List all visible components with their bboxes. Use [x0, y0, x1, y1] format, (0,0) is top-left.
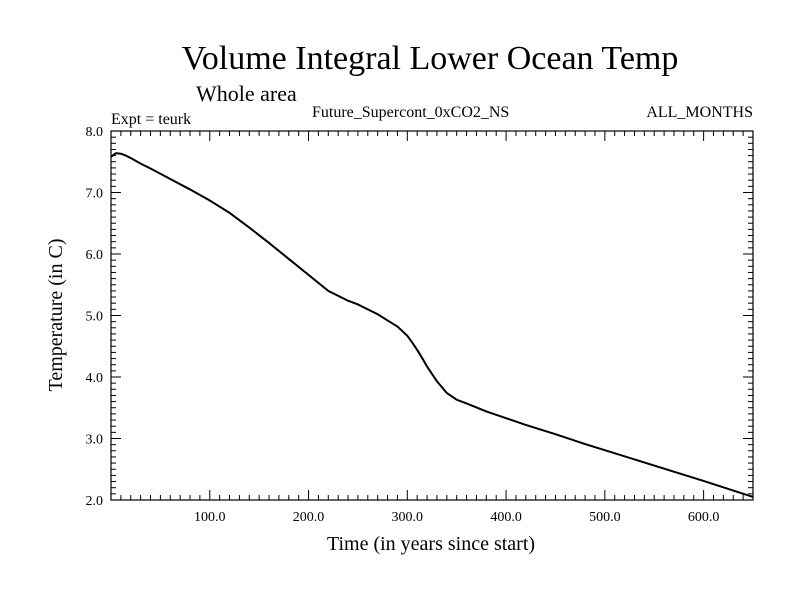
y-tick-label: 6.0 [86, 248, 104, 263]
y-tick-label: 4.0 [86, 371, 104, 386]
x-tick-label: 200.0 [293, 510, 325, 525]
chart-title: Volume Integral Lower Ocean Temp [182, 40, 679, 77]
y-axis-tick-labels: 2.0 3.0 4.0 5.0 6.0 7.0 8.0 [86, 125, 104, 509]
plot-frame [110, 130, 754, 501]
y-tick-label: 2.0 [86, 494, 104, 509]
x-axis-label: Time (in years since start) [327, 533, 535, 555]
y-tick-label: 5.0 [86, 310, 104, 325]
x-tick-label: 500.0 [589, 510, 621, 525]
y-axis-label: Temperature (in C) [45, 239, 67, 392]
x-tick-label: 600.0 [688, 510, 720, 525]
experiment-label: Expt = teurk [111, 111, 191, 128]
x-tick-label: 300.0 [392, 510, 424, 525]
y-axis-ticks [111, 130, 753, 501]
x-axis-tick-labels: 100.0 200.0 300.0 400.0 500.0 600.0 [194, 510, 719, 525]
y-tick-label: 3.0 [86, 433, 104, 448]
x-tick-label: 400.0 [490, 510, 522, 525]
temperature-series-line [110, 152, 754, 498]
chart-subtitle: Whole area [196, 81, 297, 106]
x-tick-label: 100.0 [194, 510, 226, 525]
months-label: ALL_MONTHS [646, 104, 753, 121]
y-tick-label: 8.0 [86, 125, 104, 140]
y-tick-label: 7.0 [86, 187, 104, 202]
x-axis-ticks [110, 131, 754, 500]
run-name-label: Future_Supercont_0xCO2_NS [312, 104, 509, 121]
